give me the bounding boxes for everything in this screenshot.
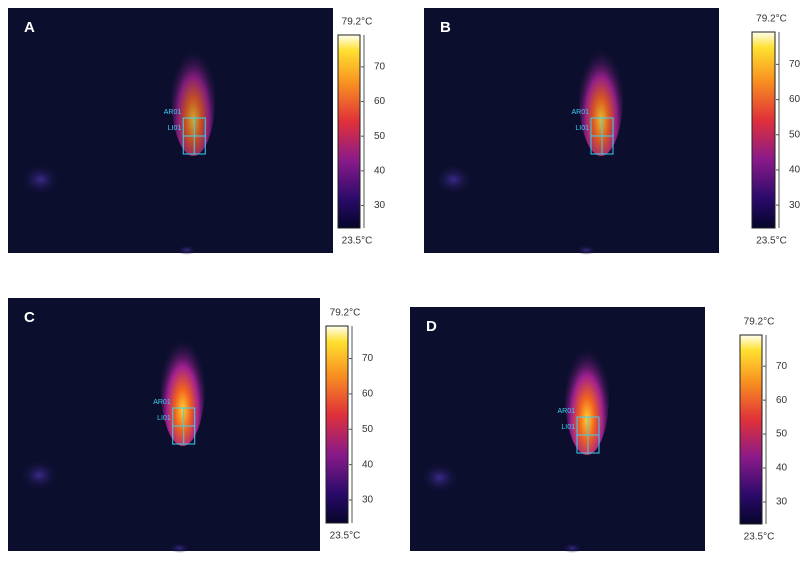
scale-tick-label: 60 — [776, 395, 788, 406]
heat-plume — [171, 36, 216, 156]
roi-label: LI01 — [157, 415, 171, 422]
scale-tick-label: 50 — [776, 429, 788, 440]
panel-label: B — [440, 19, 451, 36]
scale-min: 23.5°C — [330, 531, 361, 542]
scale-tick-label: 60 — [789, 94, 801, 105]
panel-label: D — [426, 318, 437, 335]
scale-tick-label: 70 — [374, 62, 386, 73]
ambient-glow — [433, 163, 474, 196]
scale-tick-label: 40 — [789, 165, 801, 176]
thermal-image — [8, 8, 333, 253]
scale-tick-label: 30 — [362, 495, 374, 506]
roi-label: LI01 — [561, 424, 575, 431]
ambient-glow — [176, 245, 197, 255]
colorbar — [337, 34, 361, 229]
scale-tick-label: 60 — [362, 389, 374, 400]
ambient-glow — [20, 163, 61, 196]
thermal-image — [424, 8, 719, 253]
roi-label: AR01 — [164, 109, 182, 116]
scale-min: 23.5°C — [342, 236, 373, 247]
scale-tick-label: 30 — [776, 497, 788, 508]
scale-tick-label: 70 — [776, 361, 788, 372]
scale-tick-label: 60 — [374, 96, 386, 107]
roi-label: AR01 — [153, 399, 171, 406]
roi-label: AR01 — [557, 408, 575, 415]
thermal-image — [410, 307, 705, 551]
heat-plume — [579, 36, 623, 156]
thermal-panel: AR01 LI01 B 79.2°C 23.5°C 30 40 50 60 70 — [424, 8, 801, 255]
colorbar — [751, 31, 776, 229]
ambient-glow — [19, 459, 60, 492]
scale-tick-label: 50 — [362, 424, 374, 435]
scale-max: 79.2°C — [744, 317, 775, 328]
scale-max: 79.2°C — [756, 14, 787, 25]
scale-min: 23.5°C — [744, 532, 775, 543]
roi-label: AR01 — [571, 109, 589, 116]
scale-tick-label: 40 — [776, 463, 788, 474]
colorbar — [325, 325, 349, 524]
scale-tick-label: 30 — [374, 200, 386, 211]
thermal-panel: AR01 LI01 A 79.2°C 23.5°C 30 40 50 60 70 — [8, 8, 386, 255]
ambient-glow — [419, 461, 460, 494]
scale-tick-label: 40 — [362, 459, 374, 470]
ambient-glow — [562, 543, 583, 553]
roi-label: LI01 — [168, 125, 182, 132]
panel-label: A — [24, 19, 35, 36]
panel-label: C — [24, 309, 35, 326]
ambient-glow — [169, 543, 190, 553]
scale-tick-label: 70 — [789, 59, 801, 70]
ambient-glow — [576, 245, 597, 255]
scale-max: 79.2°C — [330, 308, 361, 319]
scale-tick-label: 50 — [374, 131, 386, 142]
thermal-panel: AR01 LI01 D 79.2°C 23.5°C 30 40 50 60 70 — [410, 307, 788, 553]
scale-tick-label: 70 — [362, 353, 374, 364]
thermal-image — [8, 298, 320, 551]
roi-label: LI01 — [575, 125, 589, 132]
heat-plume — [565, 335, 609, 455]
scale-tick-label: 30 — [789, 200, 801, 211]
scale-tick-label: 50 — [789, 129, 801, 140]
thermal-panel: AR01 LI01 C 79.2°C 23.5°C 30 40 50 60 70 — [8, 298, 374, 553]
scale-tick-label: 40 — [374, 165, 386, 176]
colorbar — [739, 334, 763, 525]
scale-max: 79.2°C — [342, 17, 373, 28]
heat-plume — [160, 326, 205, 446]
scale-min: 23.5°C — [756, 236, 787, 247]
